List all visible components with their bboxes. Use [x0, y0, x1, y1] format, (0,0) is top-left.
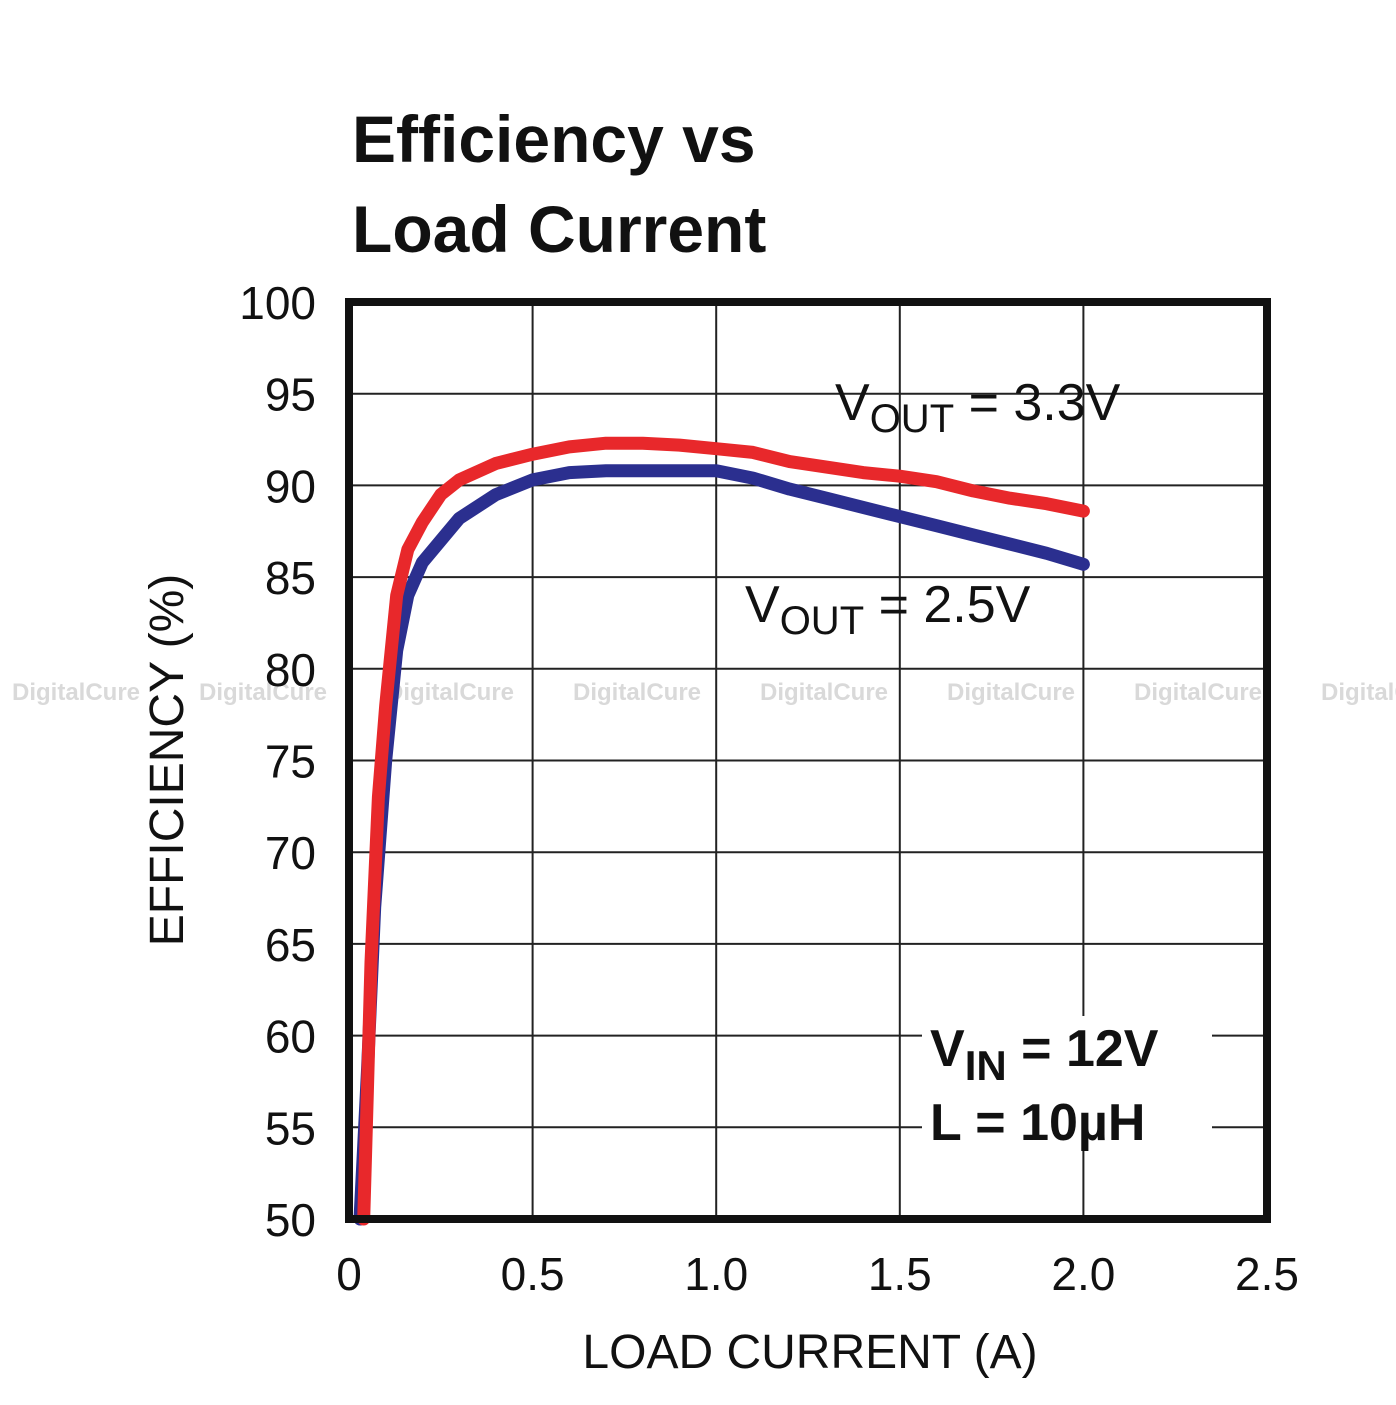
series-label-2v5-rest: = 2.5V [864, 576, 1031, 634]
conditions-background [922, 1016, 1212, 1148]
condition-vin-sub: IN [965, 1042, 1007, 1089]
y-tick-label: 65 [265, 919, 316, 971]
x-tick-label: 0 [336, 1248, 362, 1300]
y-tick-label: 75 [265, 736, 316, 788]
y-tick-label: 85 [265, 552, 316, 604]
x-tick-label: 1.5 [868, 1248, 932, 1300]
y-tick-label: 70 [265, 827, 316, 879]
condition-vin-rest: = 12V [1007, 1020, 1159, 1078]
series-label-3v3-rest: = 3.3V [954, 374, 1121, 432]
y-tick-label: 95 [265, 369, 316, 421]
watermark-layer: DigitalCure DigitalCure DigitalCure Digital… [12, 679, 1396, 706]
watermark-text: DigitalCure [947, 679, 1075, 706]
series-label-2v5: VOUT = 2.5V [745, 576, 1031, 643]
y-tick-label: 60 [265, 1011, 316, 1063]
watermark-text: DigitalCure [573, 679, 701, 706]
x-axis-title: LOAD CURRENT (A) [582, 1326, 1037, 1379]
series-label-3v3-main: V [835, 374, 870, 432]
watermark-text: DigitalCure [760, 679, 888, 706]
watermark-text: DigitalCure [1321, 679, 1396, 706]
tick-labels: 50 55 60 65 70 75 80 85 90 95 100 0 0.5 1.0 1.5 2.0 2.5 [239, 277, 1299, 1300]
series-lines [353, 436, 1090, 1226]
chart-title-line-1: Efficiency vs [352, 102, 756, 176]
y-tick-label: 100 [239, 277, 316, 329]
series-label-2v5-main: V [745, 576, 780, 634]
chart-title-line-2: Load Current [352, 192, 766, 266]
series-label-3v3: VOUT = 3.3V [835, 374, 1121, 441]
y-tick-label: 50 [265, 1194, 316, 1246]
y-axis-title: EFFICIENCY (%) [141, 574, 194, 946]
watermark-text: DigitalCure [386, 679, 514, 706]
watermark-text: DigitalCure [12, 679, 140, 706]
x-tick-label: 2.5 [1235, 1248, 1299, 1300]
condition-vin-main: V [930, 1020, 965, 1078]
plot-frame [345, 298, 1271, 1223]
condition-vin: VIN = 12V [930, 1020, 1159, 1089]
x-tick-label: 2.0 [1051, 1248, 1115, 1300]
watermark-text: DigitalCure [199, 679, 327, 706]
x-tick-label: 1.0 [684, 1248, 748, 1300]
watermark-text: DigitalCure [1134, 679, 1262, 706]
series-line-vout-3v3 [357, 436, 1090, 1226]
y-tick-label: 55 [265, 1102, 316, 1154]
y-tick-label: 90 [265, 460, 316, 512]
series-label-3v3-sub: OUT [870, 397, 954, 441]
y-tick-label: 80 [265, 644, 316, 696]
x-tick-label: 0.5 [501, 1248, 565, 1300]
condition-inductor: L = 10µH [930, 1094, 1145, 1152]
series-label-2v5-sub: OUT [780, 599, 864, 643]
